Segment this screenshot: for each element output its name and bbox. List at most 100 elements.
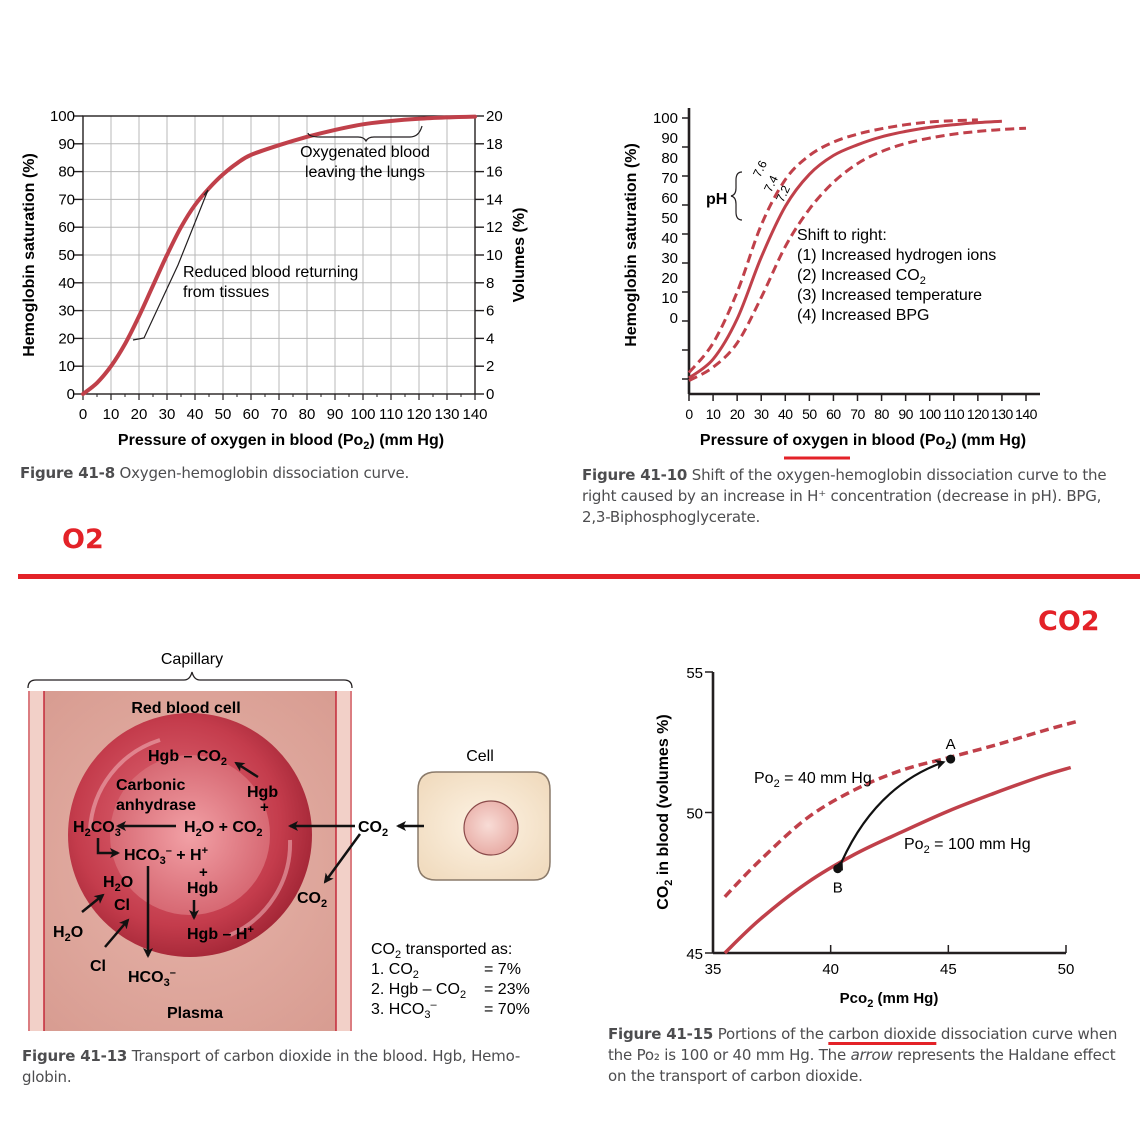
y-axis-label: Hemoglobin saturation (%) bbox=[623, 143, 640, 347]
curve-po2-100 bbox=[723, 765, 1072, 955]
underlined-carbon-dioxide: carbon dioxide bbox=[828, 1025, 937, 1043]
y2-tick-label: 10 bbox=[486, 247, 503, 264]
caption-text: Oxygen-hemoglobin dissociation curve. bbox=[119, 464, 410, 482]
co2-plasma-label: CO2 bbox=[297, 890, 327, 910]
x-tick-label: 35 bbox=[705, 961, 722, 978]
shift-annotation-2: (1) Increased hydrogen ions bbox=[797, 247, 996, 264]
x-tick-label: 140 bbox=[462, 406, 487, 423]
x-tick-label: 80 bbox=[299, 406, 316, 423]
ph-brace bbox=[730, 171, 743, 221]
x-tick-label: 0 bbox=[79, 406, 87, 423]
point-label-b: B bbox=[833, 880, 843, 897]
curve-ph-7-4 bbox=[688, 119, 1002, 380]
arrow-co2-to-hgb bbox=[234, 761, 259, 779]
annotation-reduced-1: Reduced blood returning bbox=[183, 264, 358, 281]
ticks: 0 10 20 30 40 50 60 70 80 90 100 110 120 130 140100908… bbox=[653, 110, 1038, 422]
y-tick-label: 30 bbox=[661, 250, 678, 267]
y-tick-label: 50 bbox=[58, 247, 75, 264]
caption-41-15: Figure 41-15 Portions of the carbon diox… bbox=[608, 1025, 1118, 1085]
x-tick-label: 90 bbox=[898, 406, 913, 422]
x-tick-label: 80 bbox=[874, 406, 889, 422]
curve-ph-7-2 bbox=[688, 126, 1027, 382]
x-tick-label: 20 bbox=[131, 406, 148, 423]
y-tick-label: 45 bbox=[686, 946, 703, 963]
x-tick-label: 40 bbox=[187, 406, 204, 423]
x-tick-label: 30 bbox=[754, 406, 769, 422]
series-label-po2-100: Po2 = 100 mm Hg bbox=[904, 836, 1031, 856]
y-axis-label: Hemoglobin saturation (%) bbox=[21, 153, 38, 357]
cl-outer-label: Cl bbox=[90, 958, 106, 975]
x-tick-label: 10 bbox=[103, 406, 120, 423]
y-axis-label: CO2 in blood (volumes %) bbox=[655, 714, 675, 909]
ticks: 0 10 20 30 40 50 60 70 80 90 100 110 120 130 140010203… bbox=[50, 108, 503, 423]
cell-label: Cell bbox=[466, 748, 494, 765]
series-label-po2-40: Po2 = 40 mm Hg bbox=[754, 770, 872, 790]
shift-annotation-1: Shift to right: bbox=[797, 227, 887, 244]
hgb-h-label: Hgb – H+ bbox=[187, 924, 254, 943]
brace-oxygenated bbox=[307, 125, 423, 143]
x-tick-label: 60 bbox=[826, 406, 841, 422]
x-axis-label: Pressure of oxygen in blood (Po2) (mm Hg… bbox=[700, 432, 1026, 452]
section-label-o2: O2 bbox=[62, 524, 104, 555]
arrow-co2-to-plasma bbox=[323, 833, 362, 884]
y-tick-label: 70 bbox=[58, 191, 75, 208]
y2-tick-label: 14 bbox=[486, 191, 503, 208]
y2-tick-label: 6 bbox=[486, 303, 494, 320]
haldane-arrow bbox=[833, 760, 946, 872]
caption-number: Figure 41-10 bbox=[582, 466, 688, 484]
dissociation-curve bbox=[81, 114, 477, 396]
y-tick-label: 55 bbox=[686, 665, 703, 682]
x-tick-label: 50 bbox=[1058, 961, 1075, 978]
red-blood-cell-label: Red blood cell bbox=[131, 700, 240, 717]
y-tick-label: 90 bbox=[661, 130, 678, 147]
hgb-co2-label: Hgb – CO2 bbox=[148, 748, 227, 768]
point-b bbox=[833, 864, 843, 874]
x-tick-label: 70 bbox=[271, 406, 288, 423]
y-tick-label: 80 bbox=[661, 150, 678, 167]
ph-label: pH bbox=[706, 191, 727, 208]
co2-mid-label: CO2 bbox=[358, 819, 388, 839]
hgb-right-label: Hgb bbox=[247, 784, 278, 801]
caption-line-1: Transport of carbon dioxide in the blood… bbox=[131, 1047, 521, 1065]
x-tick-label: 100 bbox=[919, 406, 942, 422]
y-tick-label: 80 bbox=[58, 164, 75, 181]
capillary-label: Capillary bbox=[161, 651, 223, 668]
x-tick-label: 130 bbox=[434, 406, 459, 423]
caption-41-13: Figure 41-13 Transport of carbon dioxide… bbox=[22, 1046, 582, 1088]
x-tick-label: 90 bbox=[327, 406, 344, 423]
shift-annotation-4: (3) Increased temperature bbox=[797, 287, 982, 304]
y-tick-label: 60 bbox=[661, 190, 678, 207]
caption-text: Shift of the oxygen-hemoglobin dissociat… bbox=[582, 466, 1107, 526]
caption-line-2: globin. bbox=[22, 1068, 72, 1086]
x-tick-label: 20 bbox=[730, 406, 745, 422]
x-tick-label: 40 bbox=[778, 406, 793, 422]
plasma-label: Plasma bbox=[167, 1005, 223, 1022]
y2-tick-label: 2 bbox=[486, 358, 494, 375]
transported-value-2: = 23% bbox=[484, 981, 530, 998]
x-tick-label: 100 bbox=[350, 406, 375, 423]
x-tick-label: 45 bbox=[940, 961, 957, 978]
x-tick-label: 50 bbox=[215, 406, 232, 423]
ph-value-label: 7.6 bbox=[750, 158, 770, 179]
y-tick-label: 100 bbox=[50, 108, 75, 125]
x-tick-label: 70 bbox=[850, 406, 865, 422]
y2-tick-label: 20 bbox=[486, 108, 503, 125]
caption-41-8: Figure 41-8 Oxygen-hemoglobin dissociati… bbox=[20, 463, 560, 484]
shift-annotation-3: (2) Increased CO2 bbox=[797, 267, 926, 287]
plus-right: + bbox=[260, 799, 269, 816]
x-tick-label: 60 bbox=[243, 406, 260, 423]
x-tick-label: 40 bbox=[822, 961, 839, 978]
x-axis-label: Pressure of oxygen in blood (Po2) (mm Hg… bbox=[118, 432, 444, 452]
x-tick-label: 130 bbox=[991, 406, 1014, 422]
caption-number: Figure 41-15 bbox=[608, 1025, 714, 1043]
cell-nucleus bbox=[463, 800, 519, 856]
transported-value-1: = 7% bbox=[484, 961, 521, 978]
y2-tick-label: 4 bbox=[486, 330, 494, 347]
y2-tick-label: 16 bbox=[486, 164, 503, 181]
x-tick-label: 110 bbox=[379, 406, 403, 423]
arrow-h2o-in bbox=[81, 893, 105, 913]
curve-po2-40 bbox=[723, 719, 1079, 899]
y-tick-label: 70 bbox=[661, 170, 678, 187]
x-tick-label: 120 bbox=[967, 406, 990, 422]
